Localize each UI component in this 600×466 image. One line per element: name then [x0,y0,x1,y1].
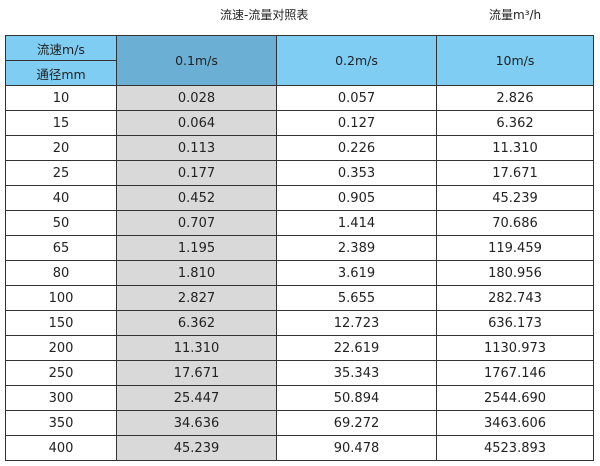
diameter-header: 通径mm [5,60,117,86]
column-header: 0.2m/s [276,35,437,86]
diameter-cell: 250 [5,360,117,386]
header-row: 通径mm [5,60,594,86]
flow-cell: 2544.690 [436,385,594,411]
table-row: 400 45.239 90.478 4523.893 [5,435,594,461]
flow-cell: 0.113 [116,135,277,161]
flow-cell: 0.452 [116,185,277,211]
table-row: 20 0.113 0.226 11.310 [5,135,594,161]
flow-cell: 17.671 [116,360,277,386]
flow-cell: 70.686 [436,210,594,236]
flow-table: 流速m/s 0.1m/s 0.2m/s 10m/s 通径mm 10 0.028 0.… [5,35,594,461]
header-row: 流速m/s 0.1m/s 0.2m/s 10m/s [5,35,594,86]
diameter-cell: 40 [5,185,117,211]
flow-cell: 0.064 [116,110,277,136]
diameter-cell: 200 [5,335,117,361]
unit-label: 流量m³/h [489,8,542,22]
table-row: 10 0.028 0.057 2.826 [5,85,594,111]
table-title: 流速-流量对照表 [220,8,309,22]
flow-cell: 5.655 [276,285,437,311]
flow-cell: 90.478 [276,435,437,461]
diameter-cell: 150 [5,310,117,336]
flow-cell: 2.389 [276,235,437,261]
flow-cell: 1130.973 [436,335,594,361]
flow-cell: 69.272 [276,410,437,436]
flow-cell: 3.619 [276,260,437,286]
flow-cell: 45.239 [116,435,277,461]
table-row: 300 25.447 50.894 2544.690 [5,385,594,411]
flow-cell: 0.707 [116,210,277,236]
flow-cell: 0.028 [116,85,277,111]
flow-cell: 4523.893 [436,435,594,461]
flow-cell: 12.723 [276,310,437,336]
flow-cell: 6.362 [436,110,594,136]
flow-cell: 6.362 [116,310,277,336]
table-row: 80 1.810 3.619 180.956 [5,260,594,286]
flow-cell: 2.826 [436,85,594,111]
flow-cell: 17.671 [436,160,594,186]
flow-cell: 3463.606 [436,410,594,436]
table-row: 65 1.195 2.389 119.459 [5,235,594,261]
flow-cell: 119.459 [436,235,594,261]
table-row: 350 34.636 69.272 3463.606 [5,410,594,436]
flow-cell: 0.905 [276,185,437,211]
table-row: 200 11.310 22.619 1130.973 [5,335,594,361]
flow-cell: 25.447 [116,385,277,411]
diameter-cell: 15 [5,110,117,136]
flow-cell: 22.619 [276,335,437,361]
diameter-cell: 20 [5,135,117,161]
table-row: 25 0.177 0.353 17.671 [5,160,594,186]
flow-cell: 0.353 [276,160,437,186]
flow-cell: 1.195 [116,235,277,261]
flow-cell: 34.636 [116,410,277,436]
flow-cell: 11.310 [116,335,277,361]
table-row: 15 0.064 0.127 6.362 [5,110,594,136]
flow-cell: 0.057 [276,85,437,111]
flow-cell: 180.956 [436,260,594,286]
table-row: 50 0.707 1.414 70.686 [5,210,594,236]
flow-cell: 1.810 [116,260,277,286]
column-header: 10m/s [436,35,594,86]
flow-cell: 35.343 [276,360,437,386]
table-row: 150 6.362 12.723 636.173 [5,310,594,336]
flow-cell: 0.177 [116,160,277,186]
diameter-cell: 25 [5,160,117,186]
diameter-cell: 350 [5,410,117,436]
flow-cell: 636.173 [436,310,594,336]
diameter-cell: 400 [5,435,117,461]
table-row: 40 0.452 0.905 45.239 [5,185,594,211]
table-row: 100 2.827 5.655 282.743 [5,285,594,311]
table-row: 250 17.671 35.343 1767.146 [5,360,594,386]
flow-cell: 282.743 [436,285,594,311]
flow-cell: 45.239 [436,185,594,211]
flow-cell: 11.310 [436,135,594,161]
diameter-cell: 50 [5,210,117,236]
flow-cell: 0.127 [276,110,437,136]
diameter-cell: 100 [5,285,117,311]
flow-cell: 1767.146 [436,360,594,386]
diameter-cell: 300 [5,385,117,411]
flow-cell: 2.827 [116,285,277,311]
column-header: 0.1m/s [116,35,277,86]
flow-cell: 1.414 [276,210,437,236]
velocity-header: 流速m/s [5,35,117,61]
diameter-cell: 65 [5,235,117,261]
diameter-cell: 10 [5,85,117,111]
diameter-cell: 80 [5,260,117,286]
flow-cell: 0.226 [276,135,437,161]
flow-cell: 50.894 [276,385,437,411]
